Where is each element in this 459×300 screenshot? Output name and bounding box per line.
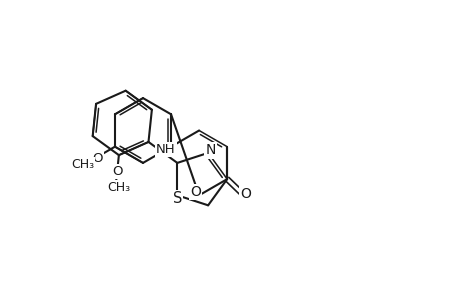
- Text: O: O: [190, 185, 201, 199]
- Text: O: O: [240, 188, 251, 201]
- Text: NH: NH: [156, 143, 175, 156]
- Text: O: O: [92, 152, 103, 165]
- Text: N: N: [205, 143, 215, 158]
- Text: CH₃: CH₃: [106, 182, 130, 194]
- Text: O: O: [112, 165, 123, 178]
- Text: CH₃: CH₃: [71, 158, 94, 171]
- Text: S: S: [172, 191, 182, 206]
